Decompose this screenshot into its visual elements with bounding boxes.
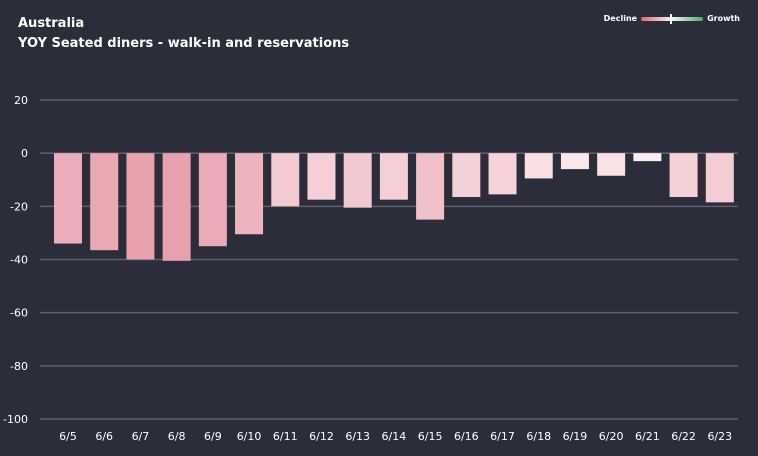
bar (488, 153, 517, 195)
x-tick-label: 6/19 (563, 430, 588, 443)
x-tick-label: 6/14 (382, 430, 407, 443)
bar (560, 153, 589, 170)
x-tick-label: 6/11 (273, 430, 298, 443)
x-tick-label: 6/15 (418, 430, 443, 443)
x-tick-label: 6/6 (95, 430, 113, 443)
bar (235, 153, 264, 235)
bar (126, 153, 155, 260)
title-block: Australia YOY Seated diners - walk-in an… (18, 14, 349, 54)
bar (162, 153, 191, 261)
y-tick-label: 20 (14, 94, 28, 107)
y-tick-label: -20 (10, 200, 28, 213)
x-tick-label: 6/16 (454, 430, 479, 443)
color-legend: Decline Growth (603, 13, 740, 24)
x-tick-label: 6/13 (345, 430, 370, 443)
x-tick-label: 6/5 (59, 430, 77, 443)
x-tick-label: 6/22 (671, 430, 696, 443)
bar (343, 153, 372, 208)
y-tick-label: -80 (10, 360, 28, 373)
bar (705, 153, 734, 203)
x-tick-label: 6/7 (132, 430, 150, 443)
chart-title: Australia (18, 16, 85, 31)
bar (452, 153, 481, 198)
x-tick-label: 6/8 (168, 430, 186, 443)
x-tick-label: 6/18 (526, 430, 551, 443)
legend-marker (670, 13, 673, 24)
bar (669, 153, 698, 198)
x-tick-label: 6/17 (490, 430, 515, 443)
x-tick-label: 6/23 (707, 430, 732, 443)
legend-growth-label: Growth (707, 14, 740, 23)
legend-gradient-bar (641, 13, 704, 24)
y-tick-label: 0 (21, 147, 28, 160)
x-tick-label: 6/21 (635, 430, 660, 443)
bar (379, 153, 408, 200)
bar (307, 153, 336, 200)
bar (416, 153, 445, 220)
legend-decline-label: Decline (603, 14, 638, 23)
chart-subtitle: YOY Seated diners - walk-in and reservat… (18, 36, 350, 51)
y-tick-label: -100 (3, 413, 28, 426)
y-tick-label: -60 (10, 307, 28, 320)
x-tick-label: 6/12 (309, 430, 334, 443)
bar (271, 153, 300, 207)
bar (524, 153, 553, 179)
bar (90, 153, 119, 251)
x-tick-label: 6/10 (237, 430, 262, 443)
x-tick-label: 6/9 (204, 430, 222, 443)
bar (597, 153, 626, 176)
bar (198, 153, 227, 247)
x-tick-label: 6/20 (599, 430, 624, 443)
bar (54, 153, 82, 244)
bar (633, 153, 662, 162)
y-tick-label: -40 (10, 254, 28, 267)
